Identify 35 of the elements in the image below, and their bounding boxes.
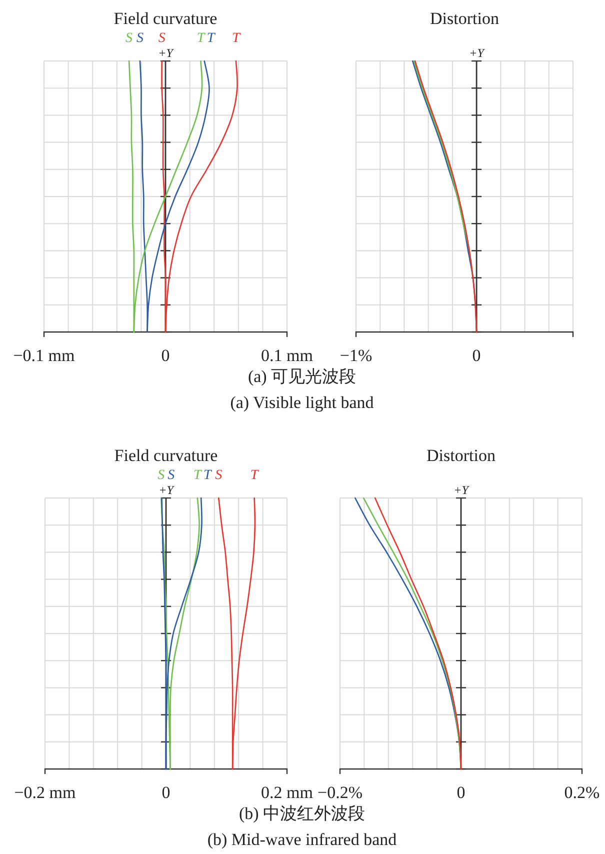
series-label: S — [168, 468, 175, 483]
x-tick-label: −1% — [340, 346, 372, 365]
text: (a) 可见光波段 — [248, 367, 356, 386]
x-tick-label: −0.2% — [318, 783, 362, 802]
text: (b) Mid-wave infrared band — [207, 830, 398, 849]
x-tick-label: 0 — [162, 783, 170, 802]
x-tick-label: −0.1 mm — [13, 346, 75, 365]
series-label: T — [204, 468, 213, 483]
text: (b) 中波红外波段 — [238, 804, 366, 823]
series-label: S — [215, 468, 222, 483]
y-axis-title: +Y — [454, 483, 470, 497]
series-label: T — [206, 31, 216, 46]
chart-title: Field curvature — [114, 446, 218, 465]
x-tick-label: 0.1 mm — [261, 346, 313, 365]
x-tick-label: 0 — [456, 783, 466, 802]
series-label: S — [136, 31, 144, 46]
chart-title: Field curvature — [114, 9, 218, 28]
series-label: S — [126, 31, 133, 46]
chart-title: Distortion — [430, 9, 500, 28]
series-label: T — [196, 31, 206, 46]
y-axis-title: +Y — [469, 46, 486, 60]
x-tick-label: 0.2 mm — [261, 783, 313, 802]
x-tick-label: 0.2% — [564, 783, 600, 802]
x-tick-label: −0.2 mm — [14, 783, 76, 802]
x-tick-label: 0 — [472, 346, 481, 365]
series-label: T — [250, 468, 260, 483]
chart-title: Distortion — [426, 446, 496, 465]
series-label: S — [158, 31, 166, 46]
series-label: T — [194, 468, 203, 483]
series-label: S — [158, 468, 165, 483]
series-label: T — [232, 31, 242, 46]
y-axis-title: +Y — [158, 46, 174, 60]
x-tick-label: 0 — [161, 346, 170, 365]
text: (a) Visible light band — [230, 393, 374, 412]
y-axis-title: +Y — [158, 483, 175, 497]
